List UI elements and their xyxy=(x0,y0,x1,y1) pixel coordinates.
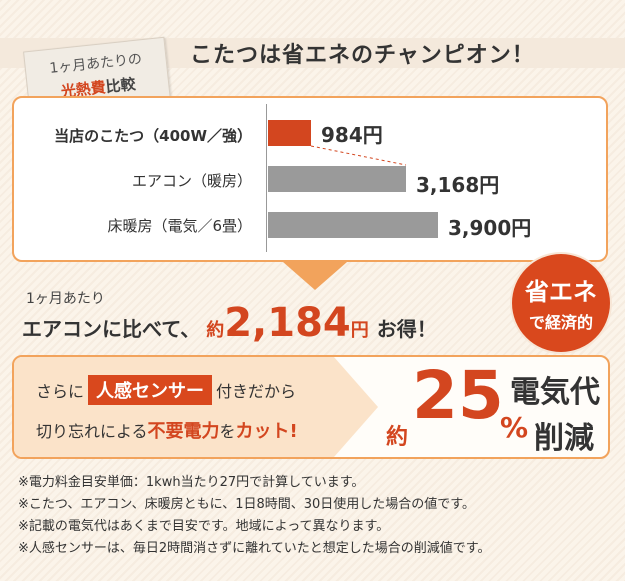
savings-amount: 2,184 xyxy=(224,300,351,346)
badge-line2: で経済的 xyxy=(528,313,593,332)
row-label-floor-heating: 床暖房（電気／6畳） xyxy=(107,217,252,235)
savings-line: エアコンに比べて、 約2,184円 お得！ xyxy=(22,300,437,346)
bar-floor-heating xyxy=(268,212,438,238)
sensor-line2: 切り忘れによる不要電力をカット! xyxy=(36,417,298,443)
sensor-box: さらに 人感センサー 付きだから 切り忘れによる不要電力をカット! 約 25 % 電… xyxy=(12,355,610,459)
sensor-highlight: 人感センサー xyxy=(88,375,213,405)
eco-badge: 省エネ で経済的 xyxy=(512,254,610,352)
percent-label2: 削減 xyxy=(534,421,594,456)
percent-value: 25 xyxy=(412,357,504,434)
bar-kotatsu xyxy=(268,120,311,146)
month-label: 1ヶ月あたり xyxy=(26,291,105,307)
sensor-left-panel xyxy=(14,357,334,457)
tag-rest: 比較 xyxy=(104,75,137,97)
sensor-pre: さらに xyxy=(36,382,85,401)
sensor-post: 付きだから xyxy=(216,382,297,401)
note-2: ※こたつ、エアコン、床暖房ともに、1日8時間、30日使用した場合の値です。 xyxy=(18,497,475,512)
note-3: ※記載の電気代はあくまで目安です。地域によって異なります。 xyxy=(18,519,390,534)
value-aircon: 3,168円 xyxy=(416,173,500,197)
value-kotatsu: 984円 xyxy=(321,123,383,147)
percent-sign: % xyxy=(500,411,529,444)
sensor-line2-red1: 不要電力 xyxy=(147,421,220,442)
row-label-aircon: エアコン（暖房） xyxy=(131,172,252,190)
savings-unit: 円 xyxy=(350,320,369,341)
note-1: ※電力料金目安単価：1kwh当たり27円で計算しています。 xyxy=(18,475,365,490)
sensor-line1: さらに 人感センサー 付きだから xyxy=(36,375,296,405)
sensor-line2-pre: 切り忘れによる xyxy=(36,422,148,441)
sensor-line2-mid: を xyxy=(219,422,236,441)
savings-suffix: お得！ xyxy=(376,317,437,341)
savings-prefix: エアコンに比べて、 xyxy=(22,317,201,341)
notes: ※電力料金目安単価：1kwh当たり27円で計算しています。 ※こたつ、エアコン、… xyxy=(18,472,490,560)
down-arrow-icon xyxy=(283,262,347,290)
percent-approx: 約 xyxy=(386,425,409,450)
value-floor-heating: 3,900円 xyxy=(448,216,532,240)
bar-axis xyxy=(266,104,267,252)
badge-line1: 省エネ xyxy=(525,278,597,306)
page-title: こたつは省エネのチャンピオン！ xyxy=(190,43,535,68)
row-label-kotatsu: 当店のこたつ（400W／強） xyxy=(54,127,252,145)
chevron-right-icon xyxy=(334,357,378,457)
percent-label1: 電気代 xyxy=(510,375,600,410)
note-4: ※人感センサーは、毎日2時間消さずに離れていたと想定した場合の削減値です。 xyxy=(18,541,491,556)
bar-aircon xyxy=(268,166,406,192)
savings-approx: 約 xyxy=(206,320,225,341)
sensor-line2-red2: カット! xyxy=(235,421,298,442)
